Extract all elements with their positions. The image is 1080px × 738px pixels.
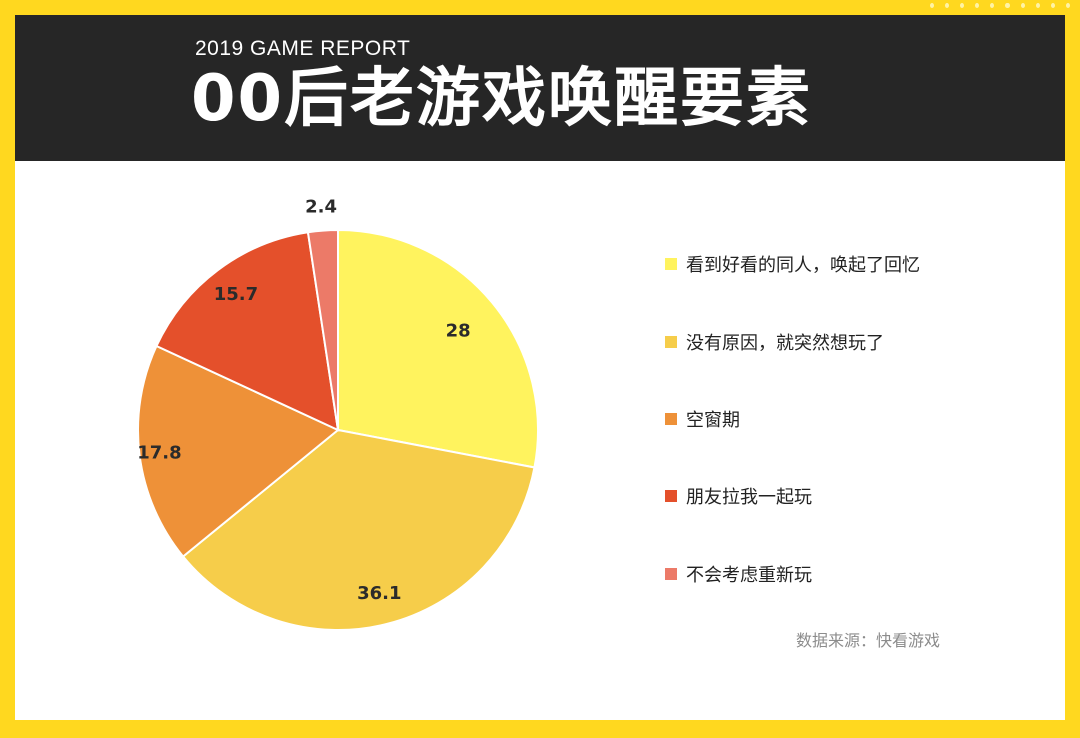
pie-slice-label: 15.7	[214, 284, 258, 305]
legend-swatch	[665, 258, 677, 270]
header-bar: 2019 GAME REPORT 00后老游戏唤醒要素	[15, 15, 1065, 161]
pie-slice-labels: 28 36.1 17.8 15.7 2.4	[137, 197, 471, 604]
legend-item: 空窗期	[665, 406, 740, 432]
legend-label: 看到好看的同人，唤起了回忆	[686, 255, 920, 276]
pie-slice	[337, 228, 539, 469]
data-source-note: 数据来源：快看游戏	[796, 631, 941, 650]
pie-slice	[181, 428, 536, 631]
pie-slice	[306, 228, 339, 431]
legend-item: 看到好看的同人，唤起了回忆	[665, 251, 920, 277]
report-title: 00后老游戏唤醒要素	[191, 62, 813, 136]
legend-label: 空窗期	[686, 410, 740, 431]
report-subtitle: 2019 GAME REPORT	[195, 37, 411, 60]
legend-swatch	[665, 336, 677, 348]
pie-slice	[137, 344, 340, 558]
legend-label: 不会考虑重新玩	[686, 565, 812, 586]
pie-slice-label: 28	[446, 321, 471, 342]
pie-slices	[137, 228, 539, 631]
pie-slice-label: 17.8	[137, 443, 181, 464]
legend-label: 朋友拉我一起玩	[686, 487, 812, 508]
legend-item: 没有原因，就突然想玩了	[665, 329, 884, 355]
legend-swatch	[665, 413, 677, 425]
legend-swatch	[665, 490, 677, 502]
legend-swatch	[665, 568, 677, 580]
legend-item: 不会考虑重新玩	[665, 561, 812, 587]
legend-item: 朋友拉我一起玩	[665, 483, 812, 509]
legend-label: 没有原因，就突然想玩了	[686, 333, 884, 354]
decorative-dots	[930, 3, 1070, 11]
pie-slice-label: 2.4	[305, 197, 337, 218]
pie-slice-label: 36.1	[357, 583, 401, 604]
pie-slice	[155, 231, 340, 432]
